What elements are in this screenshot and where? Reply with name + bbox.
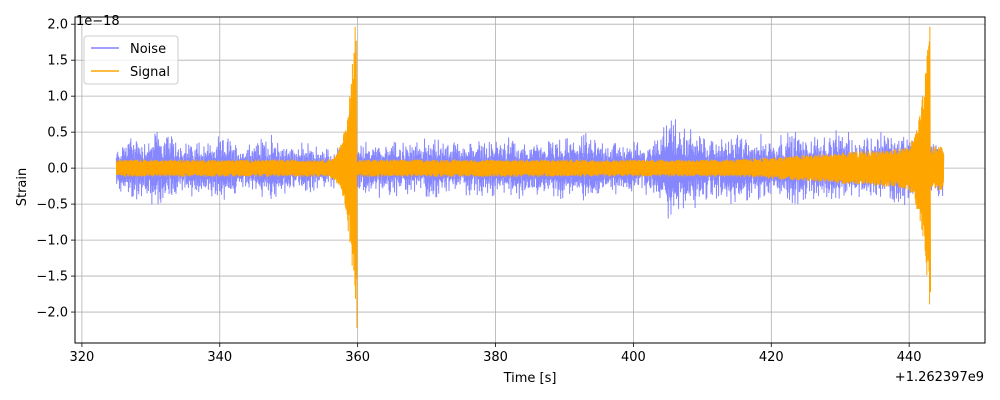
x-tick-label: 320 [69,350,94,365]
legend-label-signal: Signal [130,65,170,80]
series-line-signal [115,26,945,328]
y-tick-label: 1.0 [47,90,68,105]
series-line-noise [115,119,945,219]
y-axis-title: Strain [15,168,30,207]
legend: Noise Signal [83,35,179,85]
y-tick-label: 0.0 [47,162,68,177]
y-tick-label: 1.5 [47,54,68,69]
x-offset-label: +1.262397e9 [895,370,984,385]
y-tick-label: −0.5 [36,198,68,213]
legend-label-noise: Noise [130,42,166,57]
x-axis-title: Time [s] [503,371,557,386]
x-tick-label: 400 [621,350,646,365]
x-tick-label: 380 [483,350,508,365]
y-scale-label: 1e−18 [76,14,120,29]
y-axis: −2.0 −1.5 −1.0 −0.5 0.0 0.5 1.0 1.5 2.0 [36,18,75,321]
y-tick-label: −2.0 [36,306,68,321]
y-tick-label: −1.5 [36,270,68,285]
x-tick-label: 340 [207,350,232,365]
x-tick-label: 440 [897,350,922,365]
x-tick-label: 360 [345,350,370,365]
plot-frame [74,16,986,344]
x-axis: 320 340 360 380 400 420 440 [69,343,922,365]
y-tick-label: −1.0 [36,234,68,249]
x-tick-label: 420 [759,350,784,365]
y-tick-label: 0.5 [47,126,68,141]
series-layer [115,26,945,328]
y-tick-label: 2.0 [47,18,68,33]
